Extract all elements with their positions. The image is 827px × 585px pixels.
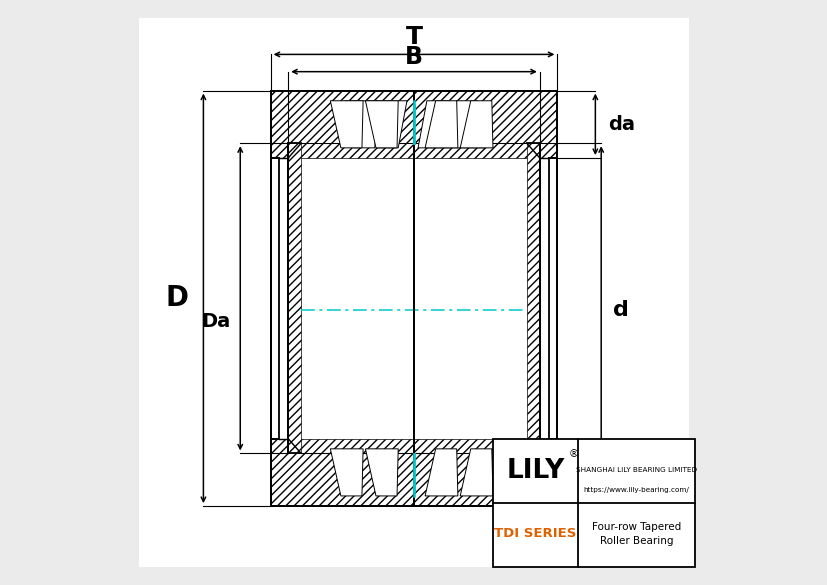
Text: SHANGHAI LILY BEARING LIMITED: SHANGHAI LILY BEARING LIMITED	[575, 467, 696, 473]
Bar	[270, 91, 557, 158]
Text: Da: Da	[202, 312, 231, 331]
Text: Four-row Tapered
Roller Bearing: Four-row Tapered Roller Bearing	[591, 522, 680, 546]
Bar	[547, 158, 557, 439]
Bar	[526, 143, 539, 453]
Polygon shape	[460, 101, 492, 148]
Polygon shape	[330, 101, 363, 148]
Polygon shape	[418, 101, 451, 148]
Polygon shape	[374, 101, 407, 148]
Bar	[492, 439, 694, 567]
Polygon shape	[424, 449, 457, 496]
Text: d: d	[612, 300, 628, 320]
Polygon shape	[365, 101, 398, 148]
Polygon shape	[452, 101, 485, 148]
Polygon shape	[365, 449, 398, 496]
Text: ®: ®	[568, 449, 579, 459]
Bar	[288, 143, 301, 453]
Text: LILY: LILY	[505, 458, 564, 484]
Text: B: B	[404, 45, 423, 69]
Text: TDI SERIES: TDI SERIES	[494, 528, 576, 541]
Text: T: T	[405, 25, 422, 49]
Polygon shape	[345, 101, 377, 148]
Text: da: da	[608, 115, 634, 134]
Polygon shape	[460, 449, 492, 496]
Text: https://www.lily-bearing.com/: https://www.lily-bearing.com/	[583, 487, 688, 493]
Text: D: D	[165, 284, 189, 312]
Bar	[270, 158, 280, 439]
Polygon shape	[424, 101, 457, 148]
Polygon shape	[330, 449, 363, 496]
Bar	[270, 439, 557, 506]
